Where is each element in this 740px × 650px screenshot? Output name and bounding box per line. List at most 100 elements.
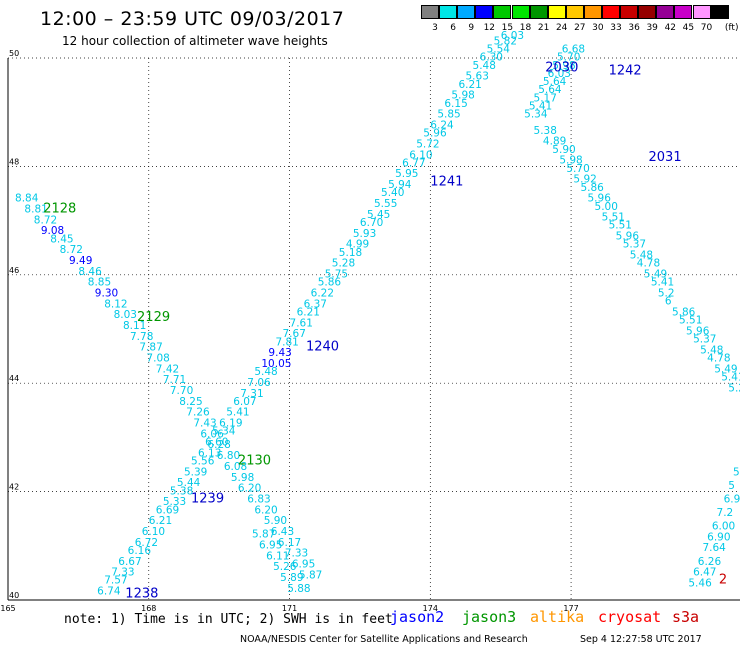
wave-height-point: 7.06 — [247, 377, 271, 389]
wave-height-point: 10.05 — [261, 358, 291, 370]
wave-height-point: 5.37 — [623, 239, 646, 251]
wave-height-point: 5.95 — [395, 168, 418, 180]
wave-height-point: 6.19 — [219, 418, 242, 430]
wave-height-point: 7.71 — [163, 374, 186, 386]
wave-height-point: 7.67 — [283, 328, 306, 340]
wave-height-point: 5.41 — [651, 277, 674, 289]
wave-height-point: 5.48 — [700, 344, 723, 356]
x-tick-label: 168 — [141, 604, 156, 613]
wave-height-point: 8.84 — [15, 193, 39, 205]
pass-time-label: 2030 — [545, 61, 578, 76]
wave-height-point: 7.61 — [290, 317, 313, 329]
pass-time-label: 1241 — [430, 174, 463, 189]
wave-height-point: 7.42 — [156, 363, 179, 375]
wave-height-point: 8.72 — [34, 214, 57, 226]
wave-height-point: 5.34 — [212, 426, 236, 438]
wave-height-point: 5.33 — [163, 496, 186, 508]
wave-height-point: 5.92 — [573, 174, 596, 186]
wave-height-point: 6.95 — [259, 540, 282, 552]
wave-height-point: 5.40 — [381, 187, 404, 199]
wave-height-point: 8.46 — [78, 266, 102, 278]
wave-height-point: 5.64 — [538, 84, 562, 96]
legend-swatch — [511, 5, 530, 19]
wave-height-point: 5.85 — [437, 109, 460, 121]
wave-height-point: 6.83 — [247, 493, 270, 505]
legend-label: 39 — [646, 23, 658, 33]
wave-height-point: 6.00 — [712, 521, 735, 533]
wave-height-point: 5.86 — [580, 182, 604, 194]
wave-height-point: 5.41 — [721, 371, 740, 383]
wave-height-point: 6.9 — [724, 493, 740, 505]
wave-height-point: 5.2 — [658, 287, 675, 299]
wave-height-point: 8.03 — [114, 309, 137, 321]
mission-jason2: jason2 — [390, 608, 445, 626]
wave-height-point: 6.08 — [224, 461, 247, 473]
wave-height-point: 5.49 — [714, 363, 737, 375]
wave-height-point: 5.38 — [534, 125, 557, 137]
wave-height-point: 5.51 — [602, 212, 625, 224]
wave-height-point: 5.98 — [552, 60, 575, 72]
wave-height-point: 7.87 — [139, 342, 162, 354]
wave-height-point: 5.70 — [566, 163, 589, 175]
wave-height-point: 6.10 — [409, 149, 432, 161]
wave-height-point: 5.96 — [588, 193, 612, 205]
wave-height-point: 8.81 — [24, 203, 47, 215]
chart-subtitle: 12 hour collection of altimeter wave hei… — [62, 34, 328, 48]
wave-height-point: 6.17 — [278, 537, 301, 549]
x-tick-label: 171 — [282, 604, 297, 613]
wave-height-point: 7.81 — [275, 336, 298, 348]
wave-height-point: 5.82 — [494, 35, 517, 47]
x-tick-label: 165 — [0, 604, 15, 613]
legend-label: 9 — [468, 23, 475, 33]
wave-height-point: 5.96 — [423, 128, 447, 140]
footer-timestamp: Sep 4 12:27:58 UTC 2017 — [580, 634, 702, 645]
wave-height-point: 5.2 — [728, 382, 740, 394]
wave-height-point: 6.21 — [149, 515, 172, 527]
wave-height-point: 5.86 — [672, 306, 696, 318]
legend-label: 42 — [664, 23, 677, 33]
legend-label: 45 — [682, 23, 695, 33]
y-tick-label: 44 — [9, 374, 19, 383]
wave-height-point: 7.33 — [285, 548, 308, 560]
wave-height-point: 5.17 — [534, 92, 557, 104]
mission-cryosat: cryosat — [598, 608, 662, 626]
wave-height-point: 6.13 — [198, 447, 221, 459]
wave-height-point: 4.99 — [346, 239, 369, 251]
legend-label: 30 — [592, 23, 604, 33]
y-tick-label: 48 — [9, 157, 19, 166]
wave-height-point: 6 — [665, 296, 672, 308]
wave-height-point: 6.77 — [402, 157, 425, 169]
wave-height-point: 6.07 — [233, 396, 256, 408]
y-tick-label: 40 — [9, 591, 19, 600]
legend-label: 27 — [574, 23, 586, 33]
wave-height-point: 6.24 — [430, 119, 454, 131]
wave-height-point: 8.85 — [88, 277, 111, 289]
legend-swatch — [439, 5, 458, 19]
legend-unit: (ft) — [724, 23, 739, 33]
y-tick-label: 50 — [9, 49, 19, 58]
wave-height-point: 7.31 — [240, 388, 263, 400]
wave-height-point: 5.72 — [416, 138, 439, 150]
chart-title: 12:00 – 23:59 UTC 09/03/2017 — [40, 8, 345, 30]
pass-time-label: 1238 — [125, 586, 158, 601]
wave-height-point: 7.57 — [104, 575, 127, 587]
pass-time-label: 2128 — [43, 201, 76, 216]
legend-label: 3 — [432, 23, 438, 33]
legend-swatch — [656, 5, 675, 19]
wave-height-point: 5.96 — [616, 231, 640, 243]
legend-swatch — [710, 5, 729, 19]
legend-swatch — [475, 5, 494, 19]
wave-height-point: 8.72 — [60, 244, 83, 256]
legend-label: 15 — [501, 23, 514, 33]
wave-height-point: 5.00 — [595, 201, 618, 213]
wave-height-point: 5.90 — [264, 515, 287, 527]
wave-height-point: 6.06 — [200, 428, 224, 440]
wave-height-point: 7.70 — [170, 385, 193, 397]
wave-height-point: 6.20 — [238, 483, 261, 495]
wave-height-point: 6.80 — [217, 450, 240, 462]
pass-time-label: 2 — [719, 573, 727, 588]
wave-height-point: 6.26 — [698, 556, 722, 568]
wave-height-point: 5.18 — [339, 247, 362, 259]
wave-height-point: 4.78 — [637, 258, 660, 270]
